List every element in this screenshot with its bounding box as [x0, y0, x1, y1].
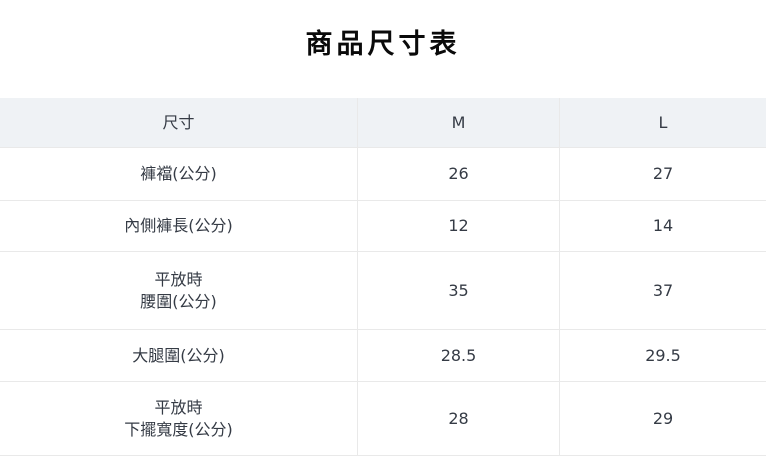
row-label: 褲襠(公分) [140, 164, 217, 183]
table-header-row: 尺寸 M L [0, 98, 766, 147]
value-m: 12 [357, 201, 559, 251]
value-l: 29 [559, 382, 766, 455]
value-l: 29.5 [559, 330, 766, 381]
header-cell-l: L [559, 98, 766, 147]
row-label: 平放時 下擺寬度(公分) [124, 397, 233, 439]
value-m: 28 [357, 382, 559, 455]
header-cell-size: 尺寸 [162, 112, 195, 132]
value-m: 26 [357, 148, 559, 200]
value-l: 14 [559, 201, 766, 251]
table-row-inseam: 內側褲長(公分) 12 14 [0, 200, 766, 251]
table-row-waist-flat: 平放時 腰圍(公分) 35 37 [0, 251, 766, 329]
value-l: 37 [559, 252, 766, 329]
size-table: 尺寸 M L 褲襠(公分) 26 27 內側褲長(公分) 12 14 平放時 腰… [0, 98, 766, 456]
table-row-hem-width-flat: 平放時 下擺寬度(公分) 28 29 [0, 381, 766, 455]
table-row-thigh: 大腿圍(公分) 28.5 29.5 [0, 329, 766, 381]
value-m: 35 [357, 252, 559, 329]
header-cell-m: M [357, 98, 559, 147]
row-label: 平放時 腰圍(公分) [140, 269, 217, 311]
row-label: 大腿圍(公分) [132, 345, 225, 365]
table-row-crotch: 褲襠(公分) 26 27 [0, 147, 766, 200]
value-l: 27 [559, 148, 766, 200]
value-m: 28.5 [357, 330, 559, 381]
row-label: 內側褲長(公分) [124, 216, 233, 235]
page-title: 商品尺寸表 [305, 29, 461, 60]
